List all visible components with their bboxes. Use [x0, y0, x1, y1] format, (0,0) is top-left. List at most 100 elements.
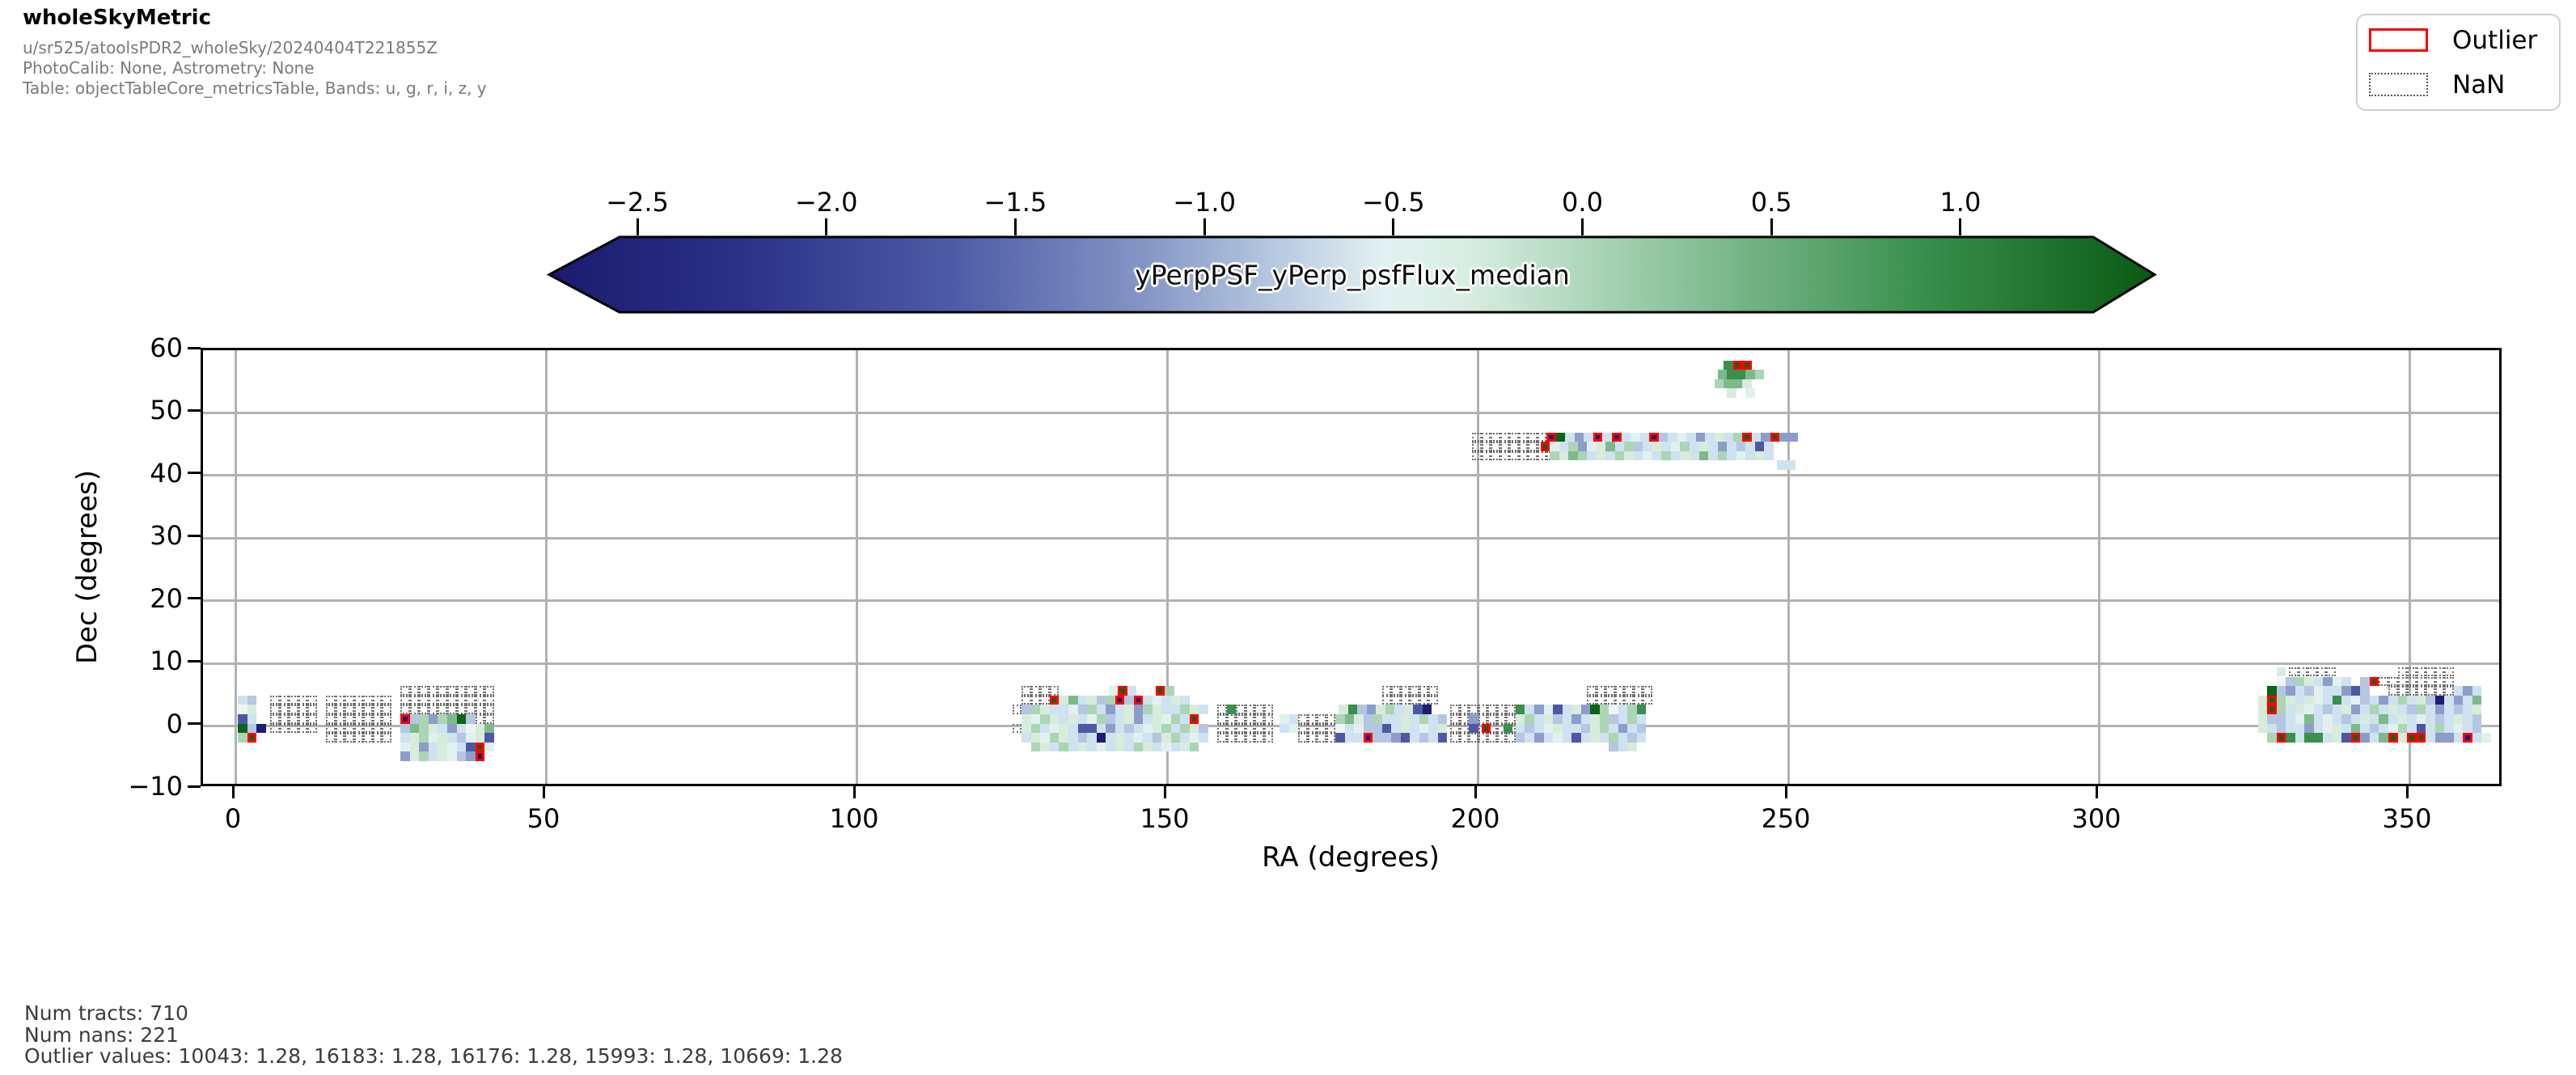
heatmap-cell [1788, 432, 1799, 442]
grid-line-vertical [1165, 350, 1169, 784]
nan-cell [382, 705, 391, 714]
heatmap-cell [1391, 733, 1401, 743]
heatmap-cell [1106, 714, 1115, 724]
colorbar-tick [1959, 218, 1962, 235]
nan-cell [419, 705, 429, 714]
heatmap-cell [1690, 442, 1699, 451]
heatmap-cell [1344, 714, 1355, 724]
heatmap-cell [1335, 714, 1345, 724]
nan-swatch-icon [2369, 73, 2428, 96]
heatmap-cell [2463, 695, 2472, 705]
nan-cell [1298, 714, 1308, 724]
heatmap-cell [1764, 442, 1774, 451]
heatmap-cell [1627, 705, 1637, 714]
nan-cell [456, 686, 466, 696]
outlier-cell [1115, 695, 1125, 705]
heatmap-cell [1727, 442, 1736, 451]
heatmap-cell [2379, 705, 2388, 714]
nan-cell [1245, 733, 1255, 743]
heatmap-cell [2360, 686, 2370, 696]
heatmap-cell [2369, 733, 2379, 743]
nan-cell [298, 695, 308, 705]
outlier-values-text: Outlier values: 10043: 1.28, 16183: 1.28… [24, 1044, 843, 1068]
heatmap-cell [1428, 733, 1438, 743]
nan-cell [1217, 714, 1227, 724]
nan-cell [326, 705, 336, 714]
nan-cell [475, 686, 484, 696]
heatmap-cell [2388, 695, 2398, 705]
heatmap-cell [1599, 723, 1609, 734]
heatmap-cell [1152, 705, 1162, 714]
nan-cell [1040, 686, 1050, 696]
heatmap-cell [2397, 714, 2407, 724]
heatmap-cell [1587, 451, 1597, 461]
heatmap-cell [1724, 379, 1733, 389]
nan-cell [335, 695, 345, 705]
heatmap-cell [1428, 723, 1438, 734]
heatmap-cell [1562, 714, 1571, 724]
nan-cell [1317, 714, 1326, 724]
heatmap-cell [1115, 733, 1125, 743]
heatmap-cell [1596, 451, 1606, 461]
heatmap-cell [1652, 442, 1662, 451]
nan-cell [1478, 705, 1488, 714]
grid-line-horizontal [203, 474, 2499, 477]
heatmap-cell [1571, 705, 1581, 714]
heatmap-cell [1562, 705, 1571, 714]
heatmap-cell [2276, 714, 2286, 724]
heatmap-cell [1534, 705, 1544, 714]
nan-cell [2444, 676, 2454, 687]
heatmap-cell [1124, 714, 1134, 724]
heatmap-cell [1643, 451, 1652, 461]
heatmap-cell [2276, 695, 2286, 705]
heatmap-cell [438, 714, 447, 724]
heatmap-cell [238, 705, 247, 714]
x-tick-label: 100 [829, 803, 879, 834]
nan-cell [1400, 695, 1411, 705]
x-tick-label: 250 [1761, 803, 1811, 834]
heatmap-cell [1077, 723, 1087, 734]
outlier-cell [1363, 733, 1373, 743]
heatmap-cell [1559, 442, 1569, 451]
heatmap-cell [2481, 733, 2491, 743]
nan-cell [363, 695, 373, 705]
heatmap-cell [1143, 695, 1153, 705]
heatmap-cell [1568, 442, 1578, 451]
heatmap-cell [428, 751, 438, 761]
heatmap-cell [2341, 714, 2351, 724]
heatmap-cell [1040, 742, 1050, 752]
heatmap-cell [1553, 733, 1563, 743]
nan-cell [1633, 695, 1643, 705]
heatmap-cell [2304, 686, 2314, 696]
heatmap-cell [1381, 714, 1392, 724]
heatmap-cell [2295, 733, 2305, 743]
heatmap-cell [1636, 705, 1647, 714]
heatmap-cell [2426, 695, 2435, 705]
heatmap-cell [1565, 432, 1575, 442]
heatmap-cell [2350, 723, 2361, 734]
nan-cell [1624, 695, 1634, 705]
x-tick [2095, 786, 2098, 798]
heatmap-cell [1419, 723, 1429, 734]
nan-cell [1226, 733, 1237, 743]
nan-cell [270, 705, 280, 714]
heatmap-cell [2313, 733, 2324, 743]
colorbar-tick-label: −2.5 [606, 187, 669, 218]
page-title: wholeSkyMetric [23, 6, 211, 30]
nan-cell [1317, 723, 1326, 734]
heatmap-cell [1525, 733, 1534, 743]
x-tick [231, 786, 235, 798]
heatmap-cell [2463, 686, 2472, 696]
heatmap-cell [1354, 733, 1364, 743]
x-tick [1784, 786, 1787, 798]
nan-cell [335, 723, 345, 734]
heatmap-cell [1534, 723, 1544, 734]
heatmap-cell [1559, 451, 1569, 461]
heatmap-cell [447, 723, 457, 734]
heatmap-cell [1636, 714, 1647, 724]
heatmap-cell [1161, 705, 1171, 714]
heatmap-cell [2257, 714, 2268, 724]
heatmap-cell [1077, 714, 1087, 724]
nan-cell [1459, 723, 1470, 734]
